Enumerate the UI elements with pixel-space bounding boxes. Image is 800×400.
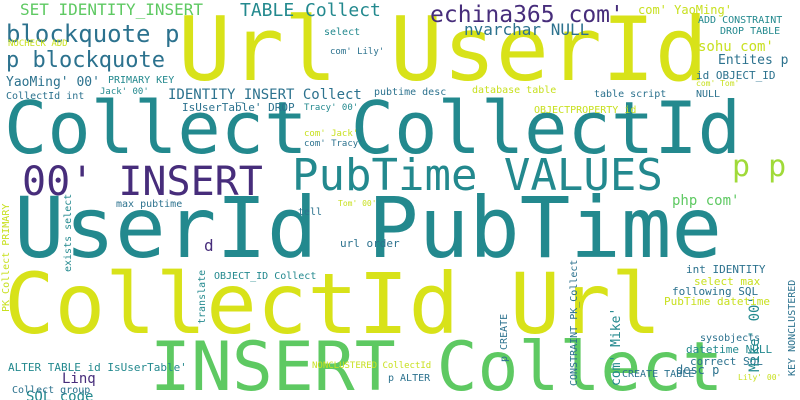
word: following SQL [672, 285, 759, 298]
word: correct SQL [690, 355, 763, 368]
word: SQL code [26, 389, 94, 400]
word: translate [197, 269, 208, 324]
word: com' Jack' [304, 129, 359, 139]
word: NONCLUSTERED CollectId [312, 361, 432, 371]
word: 00' INSERT [22, 159, 263, 205]
word: Mike' 00' [747, 296, 763, 372]
word: p p [732, 149, 787, 184]
word: DROP TABLE [720, 26, 781, 37]
word: ADD CONSTRAINT [698, 15, 783, 26]
word: INSERT Collect [150, 328, 724, 400]
word: exists select [63, 193, 74, 272]
word: Entites p [718, 53, 789, 68]
word: php com' [672, 193, 740, 209]
word: nvarchar NULL [464, 20, 590, 39]
word: ALTER TABLE id IsUserTable' [8, 361, 187, 374]
word: d [204, 236, 214, 255]
word: pubtime desc [374, 87, 447, 98]
word: OBJECTPROPERTY id [534, 105, 637, 116]
word: PubTime VALUES [292, 150, 663, 201]
word: Collect group [12, 385, 91, 396]
word: KEY NONCLUSTERED [787, 279, 798, 376]
word: int IDENTITY [686, 263, 766, 276]
word: desc p [676, 363, 720, 377]
word: OBJECT_ID Collect [214, 271, 317, 282]
word: p ALTER [388, 373, 431, 384]
word: max pubtime [116, 199, 183, 210]
word: Url UserId [178, 0, 708, 101]
word: CollectId int [6, 91, 85, 102]
word: com' Tracy' [304, 139, 364, 149]
word: select [324, 27, 361, 38]
word: com' Lily' [330, 47, 385, 57]
word: sohu com' [698, 39, 774, 55]
word: id OBJECT_ID [696, 69, 776, 82]
word: com' Mike' [609, 307, 624, 386]
word: CONSTRAINT PK_Collect [569, 259, 580, 386]
word: blockquote p [6, 20, 180, 48]
word: NOCHECK ADD [8, 39, 68, 49]
word: select max [694, 275, 761, 288]
word: Tracy' 00' [304, 103, 359, 113]
word: UserId PubTime [14, 179, 723, 277]
word: tell [298, 207, 323, 218]
word: Lily' 00' [738, 373, 782, 382]
word: url order [340, 237, 400, 250]
word: database table [472, 85, 557, 96]
word: com' YaoMing' [638, 3, 732, 17]
word: com' Tom' [696, 79, 740, 88]
word: TABLE Collect [240, 0, 381, 21]
word: PubTime datetime [664, 295, 770, 308]
word: CREATE TABLE [622, 369, 695, 380]
word: Linq [62, 371, 96, 387]
word: IsUserTable' DROP [182, 101, 295, 114]
word: SET IDENTITY_INSERT [20, 0, 204, 19]
word: sysobjects [700, 333, 761, 344]
word: IDENTITY_INSERT Collect [168, 87, 362, 103]
word: Jack' 00' [100, 87, 149, 97]
word: p blockquote [6, 48, 165, 73]
word: datetime NULL [686, 343, 773, 356]
word: Collect CollectId [4, 86, 741, 170]
word: Tom' 00' [338, 199, 377, 208]
word: echina365 com' [430, 2, 624, 28]
word: PK_Collect PRIMARY [1, 203, 12, 312]
word: p CREATE [499, 313, 510, 362]
word: NULL [696, 89, 721, 100]
word: table script [594, 89, 667, 100]
word: CollectId Url [4, 255, 662, 353]
word: YaoMing' 00' [6, 75, 100, 90]
word: PRIMARY KEY [108, 75, 175, 86]
